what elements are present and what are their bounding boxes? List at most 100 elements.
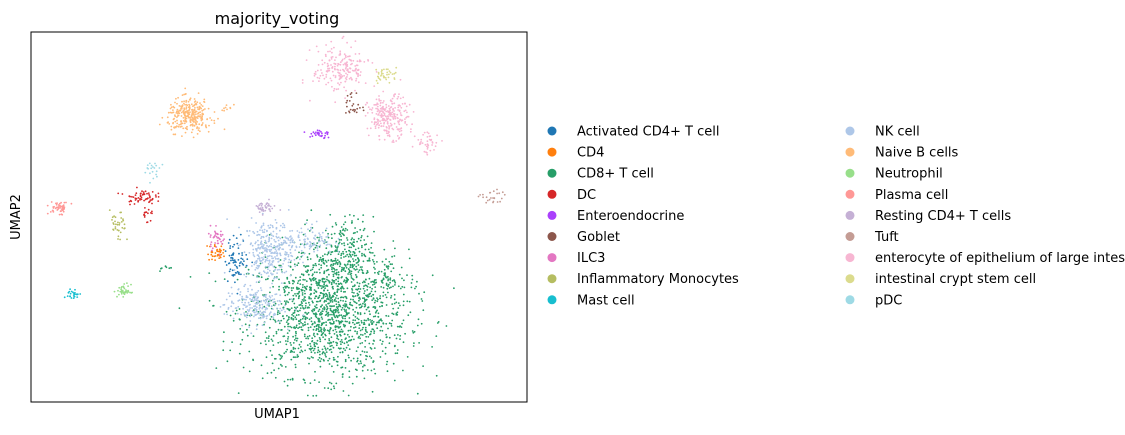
data-point [316, 284, 318, 286]
data-point [388, 105, 390, 107]
data-point [168, 123, 170, 125]
data-point [256, 276, 258, 278]
data-point [356, 112, 358, 114]
data-point [326, 241, 328, 243]
data-point [197, 113, 199, 115]
data-point [367, 319, 369, 321]
data-point [361, 269, 363, 271]
data-point [327, 290, 329, 292]
data-point [347, 264, 349, 266]
data-point [313, 249, 315, 251]
data-point [320, 306, 322, 308]
data-point [318, 232, 320, 234]
data-point [417, 393, 419, 395]
data-point [332, 323, 334, 325]
data-point [294, 265, 296, 267]
data-point [330, 309, 332, 311]
data-point [285, 351, 287, 353]
data-point [280, 255, 282, 257]
data-point [319, 318, 321, 320]
data-point [343, 309, 345, 311]
data-point [288, 316, 290, 318]
data-point [262, 307, 264, 309]
data-point [312, 269, 314, 271]
data-point [490, 197, 492, 199]
data-point [342, 37, 344, 39]
data-point [427, 140, 429, 142]
data-point [403, 301, 405, 303]
data-point [330, 254, 332, 256]
data-point [271, 208, 273, 210]
data-point [341, 267, 343, 269]
data-point [311, 310, 313, 312]
data-point [223, 313, 225, 315]
data-point [238, 227, 240, 229]
data-point [341, 75, 343, 77]
data-point [286, 300, 288, 302]
data-point [303, 265, 305, 267]
legend-label: ILC3 [577, 251, 605, 266]
data-point [326, 270, 328, 272]
data-point [64, 296, 66, 298]
data-point [114, 291, 116, 293]
data-point [328, 260, 330, 262]
data-point [309, 278, 311, 280]
data-point [397, 326, 399, 328]
data-point [268, 340, 270, 342]
data-point [333, 385, 335, 387]
data-point [198, 129, 200, 131]
data-point [346, 267, 348, 269]
data-point [278, 289, 280, 291]
data-point [307, 228, 309, 230]
data-point [318, 241, 320, 243]
legend-label: Goblet [577, 230, 620, 245]
data-point [319, 341, 321, 343]
data-point [380, 286, 382, 288]
data-point [347, 74, 349, 76]
data-point [331, 234, 333, 236]
data-point [236, 310, 238, 312]
data-point [406, 274, 408, 276]
data-point [352, 289, 354, 291]
data-point [130, 200, 132, 202]
data-point [380, 79, 382, 81]
data-point [329, 349, 331, 351]
data-point [360, 240, 362, 242]
data-point [359, 229, 361, 231]
data-point [277, 320, 279, 322]
data-point [267, 225, 269, 227]
data-point [308, 329, 310, 331]
data-point [263, 258, 265, 260]
data-point [324, 387, 326, 389]
data-point [332, 295, 334, 297]
data-point [376, 71, 378, 73]
data-point [347, 279, 349, 281]
series-17 [144, 163, 163, 184]
data-point [381, 280, 383, 282]
data-point [69, 295, 71, 297]
data-point [74, 296, 76, 298]
data-point [369, 319, 371, 321]
data-point [353, 314, 355, 316]
data-point [65, 202, 67, 204]
data-point [312, 347, 314, 349]
data-point [302, 323, 304, 325]
data-point [344, 249, 346, 251]
data-point [358, 238, 360, 240]
data-point [184, 123, 186, 125]
data-point [352, 267, 354, 269]
data-point [304, 334, 306, 336]
data-point [243, 304, 245, 306]
data-point [372, 391, 374, 393]
data-point [273, 260, 275, 262]
data-point [280, 259, 282, 261]
data-point [241, 254, 243, 256]
data-point [375, 324, 377, 326]
data-point [210, 246, 212, 248]
data-point [211, 119, 213, 121]
data-point [345, 255, 347, 257]
data-point [353, 239, 355, 241]
data-point [389, 322, 391, 324]
data-point [364, 255, 366, 257]
data-point [350, 93, 352, 95]
